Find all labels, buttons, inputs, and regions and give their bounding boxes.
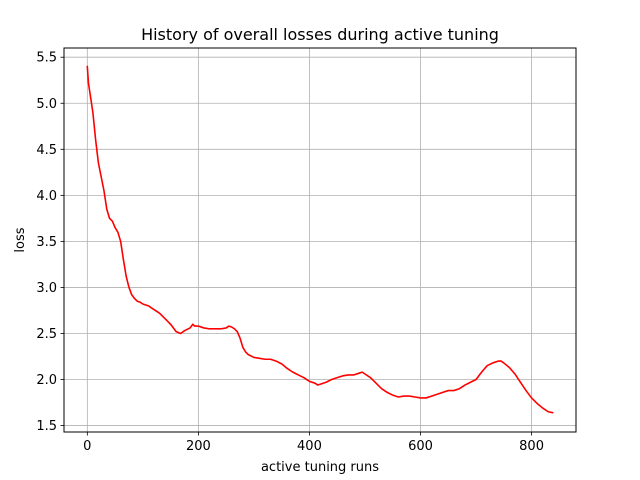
loss-series-line <box>86 65 554 414</box>
x-axis: 0 200 400 600 800 <box>83 432 544 454</box>
chart-title: History of overall losses during active … <box>141 25 499 44</box>
plot-area <box>86 65 554 414</box>
y-axis: 1.5 2.0 2.5 3.0 3.5 4.0 4.5 5.0 5.5 <box>36 51 64 434</box>
grid <box>64 48 576 432</box>
x-axis-label: active tuning runs <box>261 460 379 475</box>
y-tick-label: 3.5 <box>36 235 57 250</box>
y-tick-label: 3.0 <box>36 281 57 296</box>
y-tick-label: 4.5 <box>36 143 57 158</box>
x-tick-label: 800 <box>519 439 544 454</box>
y-tick-label: 2.0 <box>36 373 57 388</box>
x-tick-label: 600 <box>408 439 433 454</box>
y-tick-label: 5.5 <box>36 51 57 66</box>
x-tick-label: 400 <box>297 439 322 454</box>
x-tick-label: 0 <box>83 439 91 454</box>
y-tick-label: 1.5 <box>36 419 57 434</box>
y-axis-label: loss <box>13 227 28 252</box>
axes-frame <box>63 47 577 433</box>
y-tick-label: 2.5 <box>36 327 57 342</box>
y-tick-label: 4.0 <box>36 189 57 204</box>
y-tick-label: 5.0 <box>36 97 57 112</box>
x-tick-label: 200 <box>186 439 211 454</box>
